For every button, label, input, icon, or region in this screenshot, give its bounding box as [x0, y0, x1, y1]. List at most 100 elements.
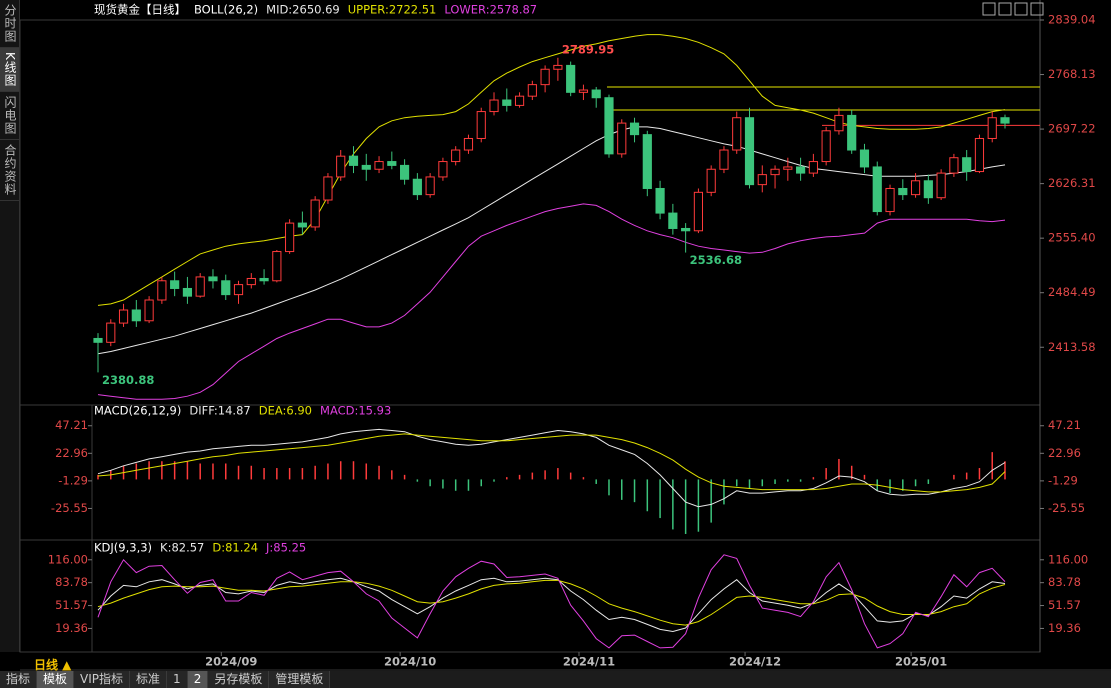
candle-body	[246, 277, 256, 286]
y-tick-label: 2768.13	[1048, 67, 1096, 81]
candle-body	[744, 117, 755, 186]
candle-body	[438, 161, 448, 178]
legend-item: D:81.24	[212, 541, 258, 555]
y-tick-label: -1.29	[58, 473, 88, 487]
candle-body	[949, 157, 959, 174]
candle-body	[400, 164, 410, 180]
extreme-label: 2380.88	[102, 373, 154, 387]
candle-body	[412, 178, 422, 196]
candle-body	[348, 155, 359, 166]
candle-body	[732, 117, 742, 151]
candle-body	[476, 111, 486, 139]
bottom-tab[interactable]: 另存模板	[208, 671, 270, 688]
bottom-tab[interactable]: 管理模板	[269, 671, 331, 688]
candle-body	[566, 64, 576, 93]
candle-body	[808, 161, 818, 174]
candle-body	[681, 227, 691, 232]
indicator-line	[97, 554, 1006, 649]
legend-item: J:85.25	[265, 541, 306, 555]
candle-body	[489, 99, 499, 113]
y-tick-label: 22.96	[1048, 446, 1081, 460]
y-tick-label: 19.36	[55, 621, 88, 635]
candle-body	[668, 212, 678, 229]
x-tick-label: 2024/12	[729, 655, 781, 669]
candle-body	[553, 64, 563, 70]
side-tab[interactable]: 合约资料	[0, 140, 19, 201]
y-tick-label: 2484.49	[1048, 285, 1096, 299]
candle-body	[719, 149, 729, 170]
y-tick-label: 2413.58	[1048, 340, 1096, 354]
candle-body	[898, 187, 908, 196]
toolbar-icon	[998, 2, 1012, 16]
legend-item: UPPER:2722.51	[348, 3, 437, 17]
bottom-tab[interactable]: 2	[187, 671, 209, 688]
candle-body	[591, 89, 601, 99]
x-tick-label: 2025/01	[895, 655, 947, 669]
candle-body	[374, 161, 384, 170]
y-tick-label: 22.96	[55, 446, 88, 460]
candle-body	[297, 222, 307, 228]
candle-body	[157, 280, 167, 301]
y-tick-label: 2555.40	[1048, 231, 1096, 245]
candle-body	[361, 164, 371, 170]
y-tick-label: 51.57	[55, 598, 88, 612]
legend-item: DEA:6.90	[259, 404, 312, 418]
candle-body	[527, 84, 537, 97]
legend-item: MACD(26,12,9)	[94, 404, 181, 418]
candle-body	[233, 284, 244, 296]
bottom-tab[interactable]: 1	[167, 671, 188, 688]
candle-body	[821, 130, 831, 163]
candle-body	[987, 117, 997, 139]
bottom-tab[interactable]: 指标	[0, 671, 38, 688]
legend-item: BOLL(26,2)	[194, 3, 258, 17]
y-tick-label: 47.21	[1048, 418, 1081, 432]
candle-body	[783, 166, 793, 170]
candle-body	[182, 287, 193, 297]
y-tick-label: 83.78	[55, 575, 88, 589]
candle-body	[834, 114, 844, 132]
candle-body	[1000, 117, 1010, 124]
indicator-line	[97, 203, 1006, 400]
candle-body	[195, 276, 205, 297]
legend-item: MACD:15.93	[320, 404, 391, 418]
side-tab[interactable]: K线图	[0, 48, 19, 92]
y-tick-label: -25.55	[51, 501, 88, 515]
period[interactable]: 日线 ▲	[34, 658, 72, 672]
side-tab[interactable]: 闪电图	[0, 92, 19, 140]
candle-body	[885, 187, 895, 213]
y-tick-label: 83.78	[1048, 575, 1081, 589]
side-tab[interactable]: 分时图	[0, 0, 19, 48]
legend-item: KDJ(9,3,3)	[94, 541, 152, 555]
bottom-tab[interactable]: 标准	[130, 671, 168, 688]
candle-body	[221, 280, 231, 296]
candle-body	[655, 187, 665, 214]
y-tick-label: 116.00	[1048, 552, 1088, 566]
candle-body	[425, 176, 435, 196]
candle-body	[144, 299, 154, 322]
candle-body	[578, 89, 589, 93]
candle-body	[629, 122, 640, 136]
indicator-line	[97, 34, 1006, 306]
candle-body	[285, 222, 295, 253]
candle-body	[642, 134, 652, 189]
y-tick-label: 19.36	[1048, 621, 1081, 635]
candle-body	[604, 97, 614, 155]
bottom-tab[interactable]: 模板	[37, 671, 75, 688]
candle-body	[323, 176, 333, 201]
candle-body	[336, 155, 346, 178]
candle-body	[131, 309, 141, 322]
y-tick-label: -25.55	[1048, 501, 1085, 515]
bottom-tab[interactable]: VIP指标	[74, 671, 131, 688]
candle-body	[974, 137, 985, 173]
bottom-tabs: 指标 模板 VIP指标 标准 1 2 另存模板 管理模板	[0, 671, 1111, 688]
y-tick-label: 116.00	[48, 552, 88, 566]
candle-body	[872, 166, 882, 213]
candle-body	[910, 180, 921, 196]
toolbar-icon	[982, 2, 996, 16]
candle-body	[847, 114, 857, 151]
y-tick-label: 51.57	[1048, 598, 1081, 612]
candle-body	[706, 168, 716, 193]
legend-item: 现货黄金【日线】	[94, 3, 186, 17]
x-tick-label: 2024/11	[563, 655, 615, 669]
candle-body	[170, 280, 180, 289]
